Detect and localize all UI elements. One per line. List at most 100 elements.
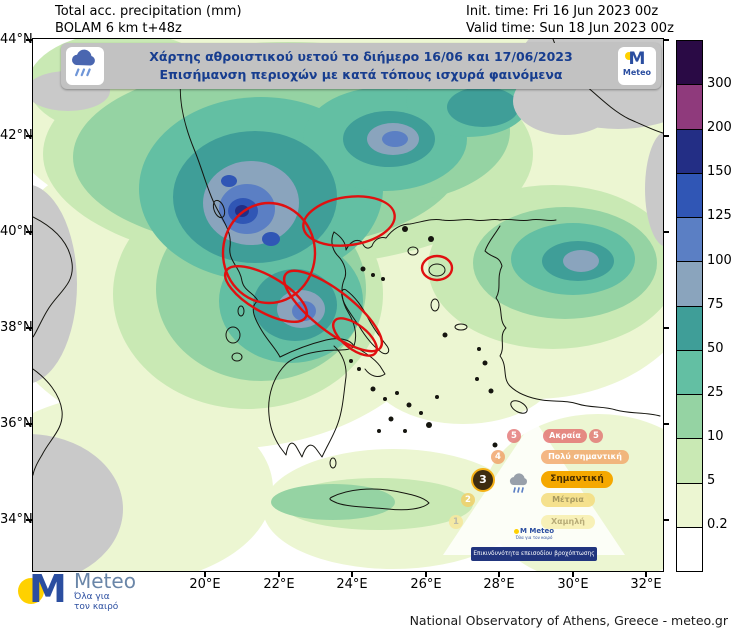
colorbar-tick-label: 10 (707, 429, 724, 444)
rain-cloud-icon (66, 47, 104, 85)
colorbar-tick-label: 0.2 (707, 517, 728, 532)
attribution-text: National Observatory of Athens, Greece -… (409, 613, 728, 628)
axis-tick (664, 423, 669, 425)
risk-level-number: 2 (461, 493, 475, 507)
rain-cloud-icon (505, 471, 535, 499)
risk-level-label: Σημαντική (541, 471, 613, 488)
storm-highlights (221, 195, 454, 357)
colorbar-tick-label: 50 (707, 341, 724, 356)
axis-tick (645, 571, 647, 577)
axis-tick (664, 39, 669, 41)
precipitation-colorbar (676, 40, 703, 572)
logo-title: Meteo (74, 569, 136, 593)
lat-tick-label: 34°N (0, 512, 33, 527)
lon-tick-label: 22°E (263, 577, 295, 592)
colorbar-segment (677, 526, 702, 571)
axis-tick (664, 519, 669, 521)
axis-tick (572, 571, 574, 577)
colorbar-segment (677, 438, 702, 483)
colorbar-tick-label: 100 (707, 253, 732, 268)
storm-highlight-ellipse (221, 201, 317, 305)
lat-tick-label: 36°N (0, 416, 33, 431)
risk-level-label: Μέτρια (541, 493, 595, 507)
model-info: BOLAM 6 km t+48z (55, 21, 182, 36)
lat-tick-label: 44°N (0, 32, 33, 47)
risk-level-label: Πολύ σημαντική (541, 450, 629, 464)
lon-tick-label: 24°E (336, 577, 368, 592)
logo-dot (625, 52, 633, 60)
lon-tick-label: 28°E (483, 577, 515, 592)
colorbar-tick-label: 5 (707, 473, 716, 488)
lon-tick-label: 32°E (630, 577, 662, 592)
colorbar-tick-label: 125 (707, 208, 732, 223)
risk-pyramid: 5 5 Ακραία 4 Πολύ σημαντική 3 Σημαντική … (443, 419, 629, 569)
colorbar-tick-label: 300 (707, 76, 732, 91)
colorbar-segment (677, 261, 702, 306)
colorbar-segment (677, 172, 702, 217)
risk-level-label: Χαμηλή (541, 515, 595, 529)
init-time: Init. time: Fri 16 Jun 2023 00z (466, 4, 659, 19)
logo-label: Meteo (529, 527, 555, 535)
logo-label: Meteo (622, 68, 652, 77)
meteo-logo-icon: M Meteo (618, 47, 656, 85)
product-title: Total acc. precipitation (mm) (55, 4, 242, 19)
colorbar-tick-label: 150 (707, 164, 732, 179)
lat-tick-label: 40°N (0, 224, 33, 239)
axis-tick (664, 327, 669, 329)
axis-tick (425, 571, 427, 577)
risk-pyramid-title: Επικινδυνότητα επεισοδίου βροχόπτωσης (471, 547, 597, 561)
axis-tick (26, 231, 32, 233)
storm-highlight-ellipse (332, 317, 378, 357)
logo-m: M (519, 527, 527, 535)
logo-m: M (628, 49, 646, 69)
meteo-logo: M Meteo Όλα για τον καιρό (443, 527, 625, 540)
axis-tick (26, 519, 32, 521)
map-canvas: Χάρτης αθροιστικού υετού το διήμερο 16/0… (32, 38, 664, 572)
lon-tick-label: 20°E (189, 577, 221, 592)
colorbar-segment (677, 128, 702, 173)
lat-tick-label: 38°N (0, 320, 33, 335)
logo-subtitle: τον καιρό (74, 602, 119, 612)
axis-tick (204, 571, 206, 577)
colorbar-segment (677, 217, 702, 262)
lat-tick-label: 42°N (0, 128, 33, 143)
colorbar-segment (677, 84, 702, 129)
risk-level-number: 4 (491, 450, 505, 464)
colorbar-segment (677, 394, 702, 439)
risk-level-number: 5 (507, 429, 521, 443)
logo-text: Meteo Όλα για τον καιρό (74, 568, 136, 612)
logo-dot (513, 528, 519, 534)
colorbar-tick-label: 75 (707, 297, 724, 312)
logo-sub: Όλα για τον καιρό (515, 535, 553, 540)
axis-tick (278, 571, 280, 577)
storm-highlight-ellipse (223, 265, 309, 323)
axis-tick (664, 135, 669, 137)
time-header: Init. time: Fri 16 Jun 2023 00z Valid ti… (466, 3, 674, 37)
logo-subtitle: Όλα για (74, 592, 110, 602)
lon-tick-label: 26°E (410, 577, 442, 592)
storm-highlight-ellipse (302, 195, 396, 247)
colorbar-segment (677, 349, 702, 394)
logo-m: M (29, 567, 67, 611)
axis-tick (498, 571, 500, 577)
axis-tick (26, 39, 32, 41)
axis-tick (26, 135, 32, 137)
risk-level-number: 1 (449, 515, 463, 529)
axis-tick (26, 327, 32, 329)
meteo-logo: M Meteo Όλα για τον καιρό (18, 567, 136, 614)
risk-level-number: 5 (589, 429, 603, 443)
logo-dot (18, 578, 44, 604)
islands (212, 199, 528, 469)
product-header: Total acc. precipitation (mm) BOLAM 6 km… (55, 3, 242, 37)
colorbar-tick-label: 200 (707, 120, 732, 135)
banner-title: Χάρτης αθροιστικού υετού το διήμερο 16/0… (149, 49, 573, 64)
valid-time: Valid time: Sun 18 Jun 2023 00z (466, 21, 674, 36)
axis-tick (26, 423, 32, 425)
logo-mark: M (18, 567, 74, 614)
risk-level-number: 3 (473, 470, 493, 490)
colorbar-segment (677, 482, 702, 527)
axis-tick (664, 231, 669, 233)
lon-tick-label: 30°E (557, 577, 589, 592)
storm-highlight-ellipse (420, 254, 454, 282)
